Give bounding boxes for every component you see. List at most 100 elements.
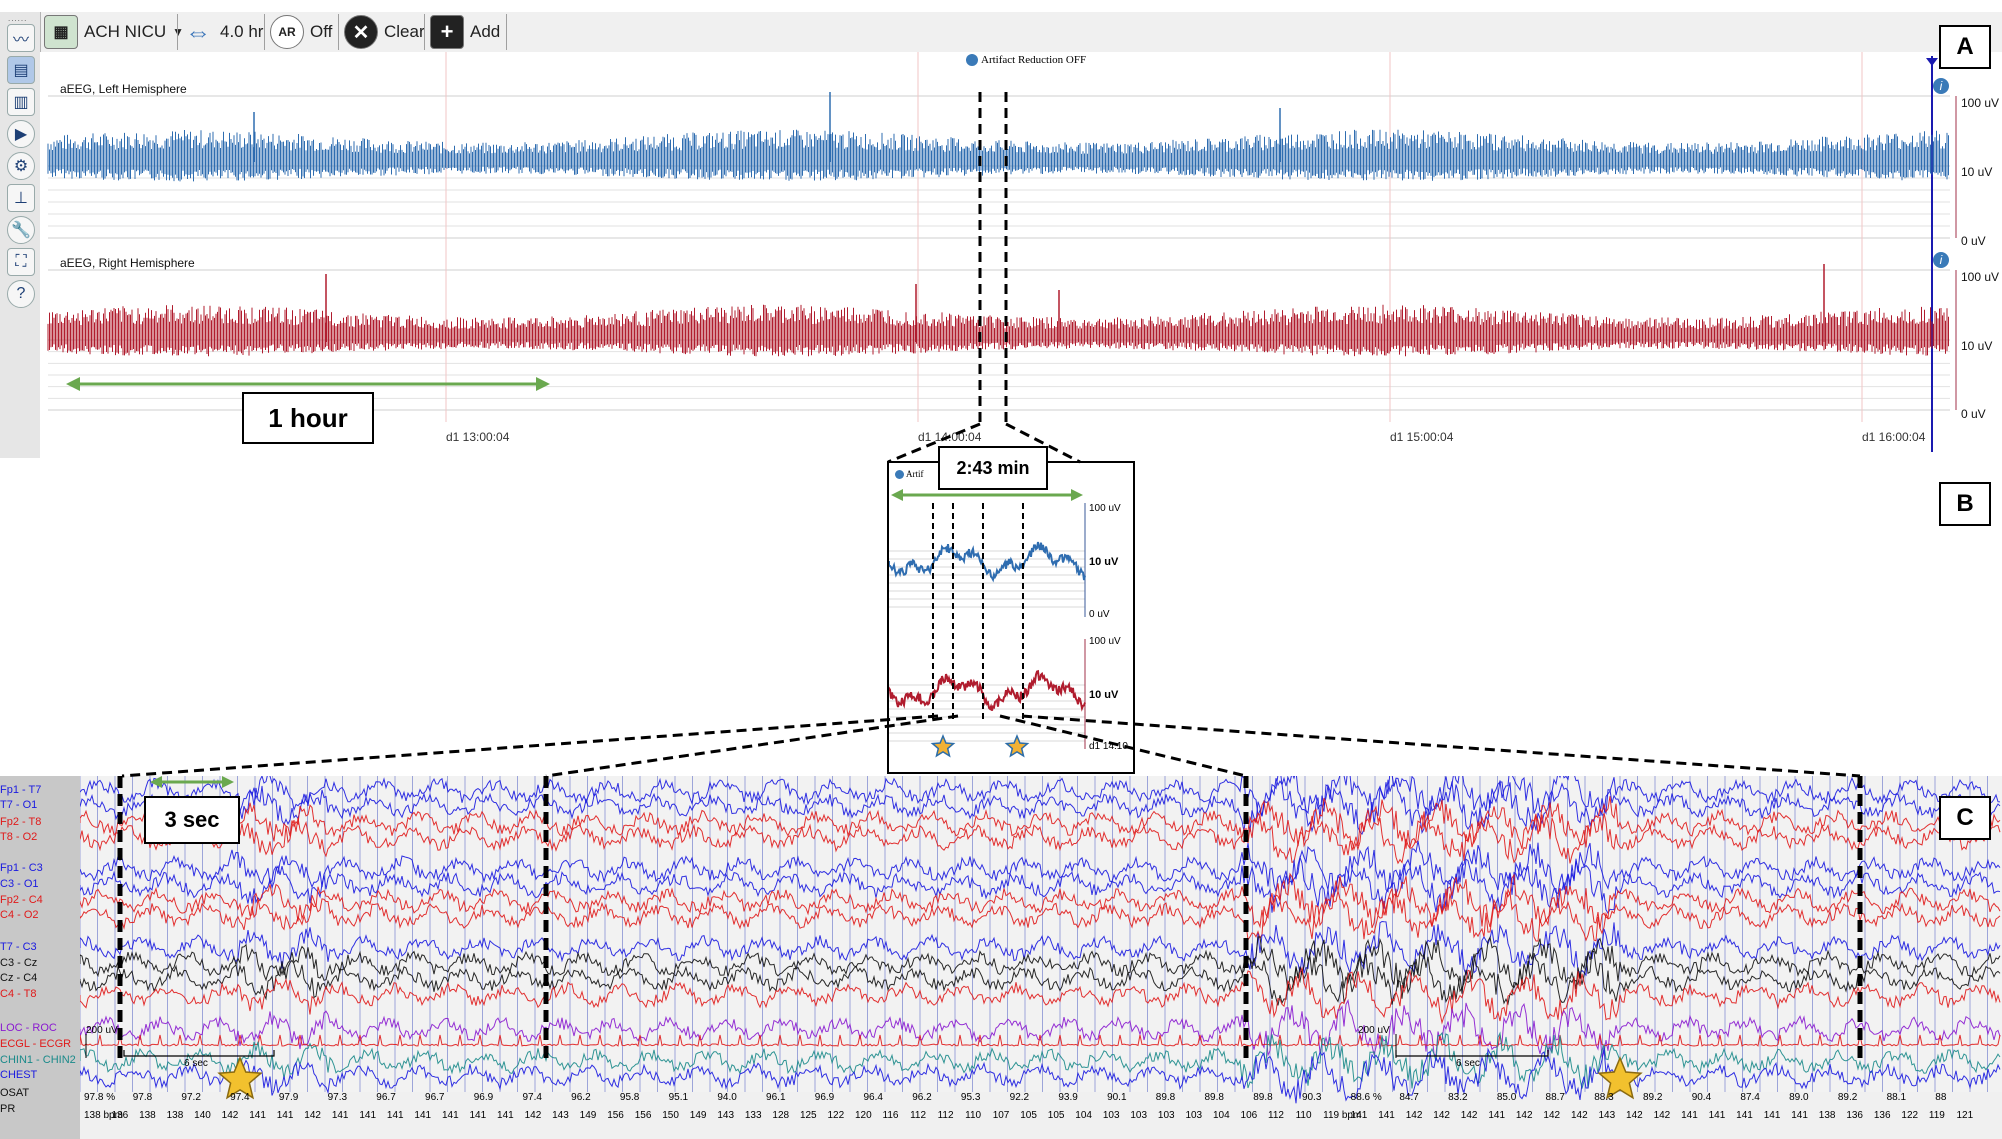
vital-value: 95.1 (668, 1092, 689, 1103)
vital-value: 97.8 (132, 1092, 153, 1103)
zoom-connector-line (1021, 714, 1861, 778)
vital-value: 138 bpm (84, 1110, 123, 1121)
vital-value: 106 (1240, 1110, 1258, 1121)
scale-label-0-right: 0 uV (1961, 407, 1986, 421)
vital-value: 104 (1212, 1110, 1230, 1121)
vital-value: 143 (717, 1110, 735, 1121)
vital-value: 142 (524, 1110, 542, 1121)
vital-value: 89.2 (1642, 1092, 1663, 1103)
eeg-channel-trace (79, 872, 2001, 929)
artifact-reduction-button[interactable]: AR Off (270, 14, 332, 50)
clear-label: Clear (384, 22, 425, 41)
channel-label[interactable]: ECGL - ECGR (0, 1038, 72, 1050)
vital-value: 112 (910, 1110, 927, 1121)
toolbar-separator (177, 14, 178, 50)
osat-values-row: 97.8 % 97.8 97.2 97.4 97.9 97.3 96.7 96.7 96.9 97… (84, 1092, 2002, 1108)
info-icon[interactable]: i (1933, 78, 1949, 94)
clear-button[interactable]: ✕ Clear (344, 14, 425, 50)
eeg-channel-trace (79, 776, 2001, 820)
eeg-raw-canvas (79, 776, 2002, 1104)
vital-value: 83.2 (1448, 1092, 1468, 1103)
channel-label[interactable]: LOC - ROC (0, 1022, 57, 1034)
channel-label[interactable]: CHIN1 - CHIN2 (0, 1054, 76, 1066)
channel-label[interactable]: C4 - O2 (0, 909, 39, 921)
scale-label: 100 uV (1089, 503, 1121, 514)
channel-label[interactable]: T8 - O2 (0, 831, 38, 843)
channel-label[interactable]: Fp2 - C4 (0, 894, 43, 906)
vital-value: 142 (1433, 1110, 1450, 1121)
help-icon[interactable]: ? (7, 280, 35, 308)
eeg-channel-trace (79, 1034, 2001, 1047)
vital-value: 156 (607, 1110, 624, 1121)
vital-value: 119 bpm (1323, 1110, 1362, 1121)
seizure-star-icon (217, 1056, 263, 1100)
channel-label[interactable]: T7 - O1 (0, 799, 38, 811)
timebase-button[interactable]: ⇔ 4.0 hr (182, 14, 263, 50)
spectrum-icon[interactable]: ▥ (7, 88, 35, 116)
vital-value: 88.3 (1594, 1092, 1614, 1103)
channel-list (0, 776, 80, 1139)
vital-value: 96.7 (425, 1092, 445, 1103)
vital-value: 88.6 % (1350, 1092, 1382, 1103)
vital-value: 110 (965, 1110, 982, 1121)
channel-label[interactable]: Fp2 - T8 (0, 816, 42, 828)
aeeg-trend-icon[interactable]: ▤ (7, 56, 35, 84)
channel-label[interactable]: T7 - C3 (0, 941, 37, 953)
vital-value: 96.9 (814, 1092, 835, 1103)
play-icon[interactable]: ▶ (7, 120, 35, 148)
waveform-icon[interactable]: 〰 (7, 24, 35, 52)
vital-value: 142 (1515, 1110, 1533, 1121)
arrowhead (1071, 489, 1083, 501)
vital-value: 112 (937, 1110, 954, 1121)
channel-label[interactable]: Cz - C4 (0, 972, 38, 984)
right-hemisphere-label: aEEG, Right Hemisphere (60, 256, 195, 270)
trend-icon[interactable]: ⊥ (7, 184, 35, 212)
channel-label[interactable]: CHEST (0, 1069, 38, 1081)
vital-value: 90.4 (1691, 1092, 1712, 1103)
scale-label: 0 uV (1089, 609, 1110, 620)
vital-value: 138 (166, 1110, 184, 1121)
channel-label[interactable]: C3 - Cz (0, 957, 38, 969)
montage-dropdown[interactable]: ▦ ACH NICU ▼ (44, 14, 184, 50)
chevron-down-icon: ▼ (172, 25, 185, 39)
toolbar-separator (338, 14, 339, 50)
channel-label[interactable]: Fp1 - T7 (0, 784, 42, 796)
channel-label[interactable]: OSAT (0, 1087, 30, 1099)
cursor-marker (1926, 58, 1938, 66)
six-sec-label: 6 sec (1456, 1058, 1480, 1069)
fit-screen-icon[interactable]: ⛶ (7, 248, 35, 276)
vital-value: 141 (441, 1110, 459, 1121)
add-button[interactable]: + Add (430, 14, 500, 50)
vital-value: 84.7 (1399, 1092, 1419, 1103)
info-icon[interactable]: i (1933, 252, 1949, 268)
channel-label[interactable]: PR (0, 1103, 16, 1115)
eeg-channel-trace (79, 840, 2001, 897)
six-sec-bar (1395, 1050, 1549, 1057)
add-label: Add (470, 22, 501, 41)
gear-icon[interactable]: ⚙ (7, 152, 35, 180)
channel-label[interactable]: Fp1 - C3 (0, 862, 43, 874)
vital-value: 116 (882, 1110, 899, 1121)
eeg-channel-trace (79, 1031, 2001, 1089)
vital-value: 96.7 (376, 1092, 396, 1103)
channel-label[interactable]: C3 - O1 (0, 878, 39, 890)
vital-value: 103 (1185, 1110, 1203, 1121)
vital-value: 142 (1460, 1110, 1478, 1121)
left-hemisphere-label: aEEG, Left Hemisphere (60, 82, 187, 96)
close-icon: ✕ (344, 15, 378, 49)
toolbar-separator (506, 14, 507, 50)
pr-values-row: 138 bpm 136 138 138 140 142 141 141 142 141 141 141… (84, 1110, 2002, 1126)
channel-label[interactable]: C4 - T8 (0, 988, 37, 1000)
vital-value: 141 (386, 1110, 404, 1121)
scale-label: 100 uV (1089, 636, 1121, 647)
right-hemisphere-trace (47, 304, 1949, 357)
seizure-star-icon (1004, 734, 1030, 758)
vital-value: 141 (1350, 1110, 1368, 1121)
vital-value: 112 (1268, 1110, 1284, 1121)
toolbar-separator (264, 14, 265, 50)
vital-value: 90.1 (1107, 1092, 1127, 1103)
zoomed-trend-panel: Artif 100 uV 10 uV 0 uV 100 uV 10 uV d1 … (887, 461, 1135, 774)
vital-value: 141 (276, 1110, 294, 1121)
wrench-icon[interactable]: 🔧 (7, 216, 35, 244)
vital-value: 141 (1763, 1110, 1781, 1121)
